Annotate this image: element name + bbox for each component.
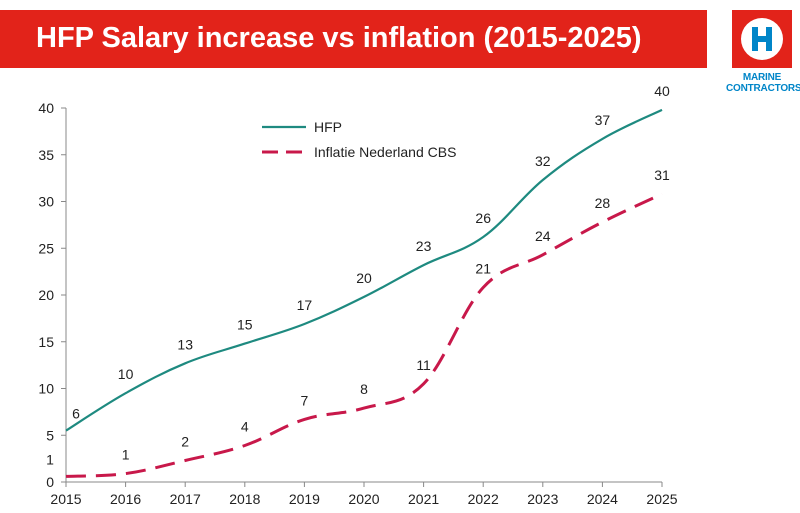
logo-text-line2: CONTRACTORS: [726, 83, 800, 94]
y-tick-label: 35: [38, 147, 54, 163]
data-label: 40: [654, 83, 670, 99]
data-label: 26: [475, 210, 491, 226]
data-label: 31: [654, 167, 670, 183]
y-tick-label: 40: [38, 100, 54, 116]
x-tick-label: 2024: [587, 491, 618, 507]
data-label: 23: [416, 238, 432, 254]
x-tick-label: 2020: [348, 491, 379, 507]
x-tick-label: 2023: [527, 491, 558, 507]
data-label: 24: [535, 228, 551, 244]
x-tick-label: 2022: [468, 491, 499, 507]
y-tick-label: 5: [46, 427, 54, 443]
data-label: 2: [181, 433, 189, 449]
data-label: 1: [122, 447, 130, 463]
data-label: 17: [297, 297, 313, 313]
y-tick-label: 25: [38, 240, 54, 256]
data-label: 1: [46, 451, 54, 467]
data-label: 6: [72, 406, 80, 422]
x-tick-label: 2018: [229, 491, 260, 507]
data-label: 28: [595, 195, 611, 211]
series-line-hfp: [65, 108, 663, 432]
data-label: 32: [535, 153, 551, 169]
data-label: 20: [356, 270, 372, 286]
legend-label: Inflatie Nederland CBS: [314, 144, 456, 160]
data-label: 15: [237, 317, 253, 333]
h-circle-icon: [741, 18, 783, 60]
y-tick-label: 10: [38, 381, 54, 397]
data-label: 11: [416, 357, 431, 373]
x-tick-label: 2017: [170, 491, 201, 507]
data-label: 21: [475, 261, 491, 277]
x-tick-label: 2019: [289, 491, 320, 507]
data-label: 13: [177, 336, 193, 352]
series-line-inflation: [65, 192, 663, 478]
title-bar: HFP Salary increase vs inflation (2015-2…: [0, 10, 707, 68]
data-label: 4: [241, 419, 249, 435]
logo-box: [732, 10, 792, 68]
y-tick-label: 30: [38, 194, 54, 210]
logo-text-line1: MARINE: [742, 72, 782, 83]
y-tick-label: 20: [38, 287, 54, 303]
page-title: HFP Salary increase vs inflation (2015-2…: [36, 22, 642, 54]
data-label: 7: [301, 392, 309, 408]
data-label: 37: [595, 112, 611, 128]
y-tick-label: 0: [46, 474, 54, 490]
company-logo: MARINE CONTRACTORS: [726, 10, 800, 96]
x-tick-label: 2021: [408, 491, 439, 507]
data-label: 8: [360, 381, 368, 397]
x-tick-label: 2025: [646, 491, 677, 507]
y-tick-label: 15: [38, 334, 54, 350]
data-label: 10: [118, 366, 134, 382]
legend-label: HFP: [314, 119, 342, 135]
x-tick-label: 2015: [50, 491, 81, 507]
x-tick-label: 2016: [110, 491, 141, 507]
